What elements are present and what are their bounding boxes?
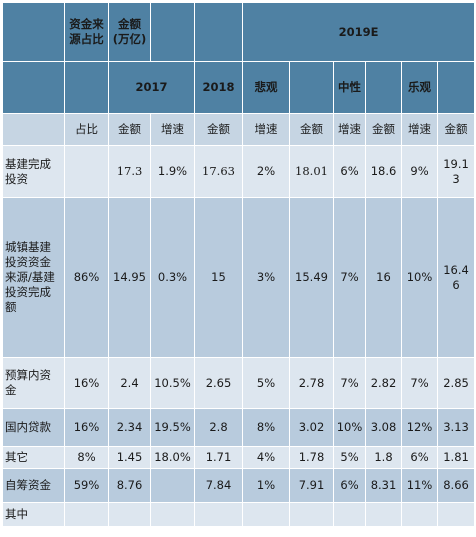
forecast-header: 2019E [241,2,476,62]
subheader-cell: 金额 [194,113,243,146]
subheader-cell: 增速 [401,113,438,146]
scenario-pessimistic-header: 悲观 [242,61,290,114]
row-label: 城镇基建投资资金来源/基建投资完成额 [2,197,65,358]
subheader-cell: 金额 [365,113,402,146]
row-label: 国内贷款 [2,408,65,447]
table-row: 其中 [2,502,476,527]
row-label: 自筹资金 [2,468,65,503]
table-row: 城镇基建投资资金来源/基建投资完成额 86% 14.95 0.3% 15 3% … [2,197,476,358]
subheader-cell: 金额 [108,113,151,146]
year-2017-header: 2017 [108,61,195,114]
table-row: 自筹资金 59% 8.76 7.84 1% 7.91 6% 8.31 11% 8… [2,468,476,503]
amount-unit-header: 金额(万亿) [108,2,151,62]
subheader-cell: 金额 [289,113,334,146]
year-2018-header: 2018 [194,61,243,114]
subheader-cell: 增速 [150,113,195,146]
table-row: 基建完成投资 17.3 1.9% 17.63 2% 18.01 6% 18.6 … [2,145,476,198]
corner-cell [2,2,65,62]
capital-share-header: 资金来源占比 [64,2,109,62]
subheader-cell: 增速 [242,113,290,146]
row-label: 基建完成投资 [2,145,65,198]
row-label: 其中 [2,502,65,527]
scenario-neutral-header: 中性 [333,61,366,114]
subheader-cell: 占比 [64,113,109,146]
subheader-cell: 金额 [436,113,476,146]
scenario-optimistic-header: 乐观 [401,61,438,114]
row-label: 预算内资金 [2,357,65,409]
column-subheader-row: 占比 金额 增速 金额 增速 金额 增速 金额 增速 金额 [2,113,476,146]
row-label: 其它 [2,446,65,469]
table-row: 国内贷款 16% 2.34 19.5% 2.8 8% 3.02 10% 3.08… [2,408,476,447]
investment-table: 资金来源占比 金额(万亿) 2019E 2017 2018 悲观 中性 乐观 占… [2,2,476,527]
table-row: 预算内资金 16% 2.4 10.5% 2.65 5% 2.78 7% 2.82… [2,357,476,409]
subheader-cell: 增速 [333,113,366,146]
table-row: 其它 8% 1.45 18.0% 1.71 4% 1.78 5% 1.8 6% … [2,446,476,469]
